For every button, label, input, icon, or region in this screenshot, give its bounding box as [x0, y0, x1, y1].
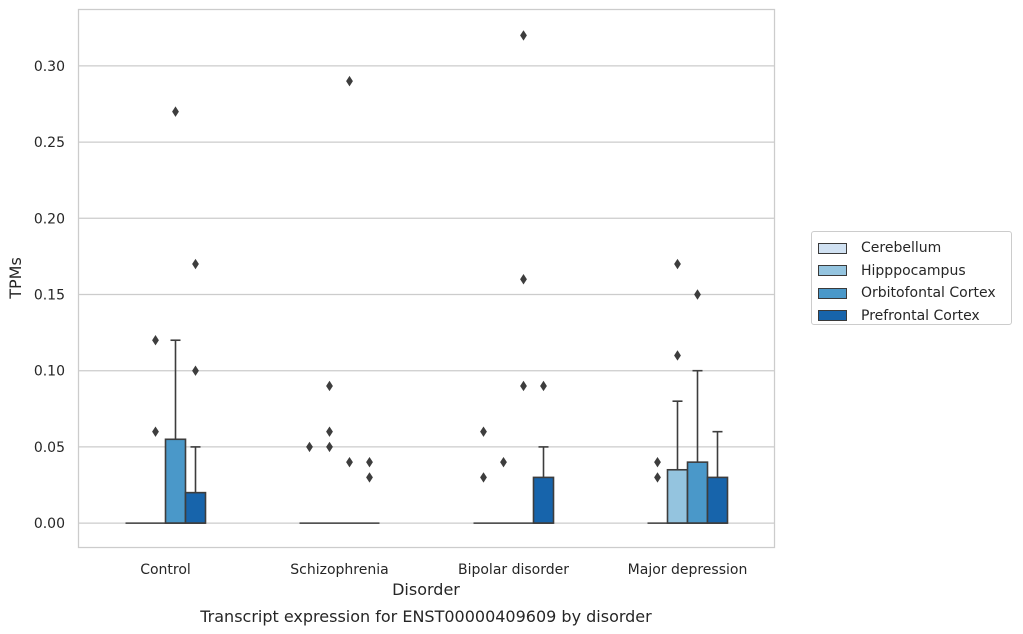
box-iqr — [666, 468, 689, 524]
outlier-point — [366, 456, 373, 468]
legend-swatch — [818, 265, 847, 277]
box-iqr — [686, 461, 709, 524]
y-tick-label: 0.15 — [34, 288, 65, 304]
legend-label: Hipppocampus — [861, 262, 966, 279]
outlier-point — [520, 274, 527, 285]
outlier-point — [172, 106, 179, 117]
y-tick-labels: 0.00 0.05 0.10 0.15 0.20 0.25 0.30 — [34, 59, 65, 532]
outlier-point — [520, 30, 527, 41]
outlier-point — [366, 472, 373, 483]
outlier-point — [500, 456, 507, 468]
outlier-point — [654, 472, 661, 483]
outlier-point — [326, 441, 333, 453]
x-tick-label: Bipolar disorder — [458, 562, 569, 578]
legend-item-prefrontal-cortex: Prefrontal Cortex — [818, 305, 1011, 328]
outlier-point — [674, 350, 681, 361]
outlier-point — [674, 258, 681, 270]
y-tick-label: 0.25 — [34, 135, 65, 151]
outlier-point — [152, 335, 159, 346]
legend-swatch — [818, 287, 847, 299]
outlier-point — [326, 380, 333, 392]
x-tick-label: Major depression — [628, 562, 748, 578]
y-tick-label: 0.00 — [34, 516, 65, 532]
legend-label: Orbitofontal Cortex — [861, 285, 996, 302]
outlier-point — [346, 456, 353, 468]
legend-label: Prefrontal Cortex — [861, 307, 980, 324]
y-tick-label: 0.30 — [34, 59, 65, 75]
outlier-point — [480, 426, 487, 437]
x-tick-labels: Control Schizophrenia Bipolar disorder Majo… — [140, 562, 747, 578]
legend-swatch — [818, 242, 847, 254]
y-tick-label: 0.20 — [34, 211, 65, 227]
box-iqr — [532, 476, 555, 524]
outlier-point — [694, 289, 701, 300]
box-bipolar-disorder-prefrontal-cortex — [532, 446, 555, 524]
outlier-point — [152, 426, 159, 437]
legend-swatch — [818, 310, 847, 322]
y-tick-label: 0.10 — [34, 364, 65, 380]
legend-label: Cerebellum — [861, 240, 942, 257]
outlier-point — [540, 380, 547, 392]
legend-item-hippocampus: Hipppocampus — [818, 260, 1011, 283]
y-axis-label: TPMs — [6, 257, 25, 300]
outlier-point — [654, 456, 661, 468]
outlier-point — [520, 380, 527, 392]
box-iqr — [184, 491, 207, 524]
box-control-orbitofontal-cortex — [164, 339, 187, 524]
box-major-depression-prefrontal-cortex — [706, 430, 729, 524]
y-tick-label: 0.05 — [34, 440, 65, 456]
x-axis-label: Disorder — [392, 580, 460, 599]
outlier-point — [306, 441, 313, 453]
chart-caption: Transcript expression for ENST0000040960… — [199, 607, 652, 626]
outlier-point — [346, 75, 353, 87]
outlier-point — [326, 426, 333, 437]
legend: Cerebellum Hipppocampus Orbitofontal Cor… — [811, 231, 1012, 325]
x-tick-label: Schizophrenia — [290, 562, 388, 578]
outlier-point — [192, 365, 199, 376]
box-control-prefrontal-cortex — [184, 446, 207, 524]
outlier-point — [192, 258, 199, 270]
box-iqr — [706, 476, 729, 524]
box-iqr — [164, 438, 187, 524]
x-tick-label: Control — [140, 562, 191, 578]
outlier-point — [480, 472, 487, 483]
legend-item-orbitofrontal-cortex: Orbitofontal Cortex — [818, 282, 1011, 305]
legend-item-cerebellum: Cerebellum — [818, 237, 1011, 260]
boxes — [125, 339, 729, 524]
plot-area-frame — [77, 8, 776, 549]
outliers — [152, 30, 701, 483]
box-major-depression-hipppocampus — [666, 400, 689, 524]
